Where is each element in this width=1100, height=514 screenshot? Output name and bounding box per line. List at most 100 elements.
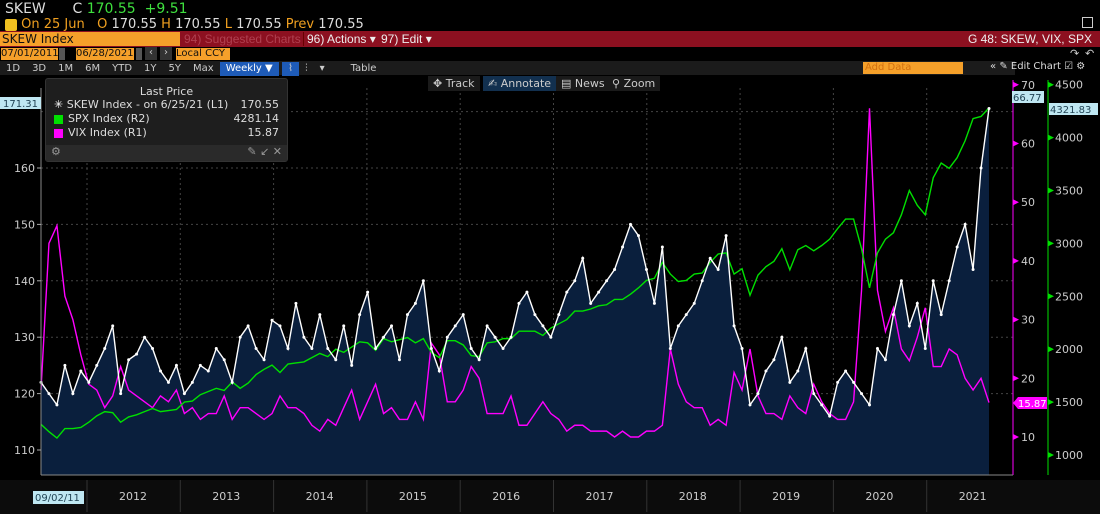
skew-point xyxy=(366,290,370,294)
suggested-charts-button[interactable]: 94) Suggested Charts xyxy=(184,32,301,46)
actions-button[interactable]: 96) Actions ▾ xyxy=(303,32,376,46)
x-tick-label: 2021 xyxy=(959,490,987,503)
pencil-icon: ✎ xyxy=(999,61,1008,72)
news-icon: ▤ xyxy=(561,77,572,90)
vix-tick-label: 50 xyxy=(1021,196,1035,209)
left-tick-label: 130 xyxy=(14,331,35,344)
skew-point xyxy=(652,301,656,305)
calendar-icon[interactable] xyxy=(136,48,142,60)
annotate-button[interactable]: ✍ Annotate xyxy=(483,76,557,91)
start-date-input[interactable]: 07/01/2011 xyxy=(1,48,59,60)
skew-point xyxy=(119,392,123,396)
close-icon[interactable]: ✕ xyxy=(272,145,282,158)
x-tick-label: 2020 xyxy=(865,490,893,503)
spx-tick-label: 2000 xyxy=(1055,343,1083,356)
skew-point xyxy=(509,335,513,339)
cursor-date-label: 09/02/11 xyxy=(35,493,80,504)
period-max[interactable]: Max xyxy=(193,63,214,74)
next-arrow-button[interactable]: › xyxy=(160,47,172,60)
end-date-input[interactable]: 06/28/2021 xyxy=(76,48,134,60)
track-button[interactable]: ✥ Track xyxy=(428,76,480,91)
checkbox-icon[interactable]: ☑ xyxy=(1064,61,1074,72)
security-field[interactable]: SKEW Index xyxy=(0,32,180,46)
skew-point xyxy=(238,335,242,339)
period-1y[interactable]: 1Y xyxy=(144,63,157,74)
edit-chart-label: Edit Chart xyxy=(1010,61,1061,72)
skew-point xyxy=(971,268,975,272)
period-5y[interactable]: 5Y xyxy=(168,63,182,74)
spx-tick xyxy=(1048,452,1054,458)
skew-point xyxy=(724,234,728,238)
skew-point xyxy=(541,324,545,328)
vix-max-label: 66.77 xyxy=(1013,93,1042,104)
skew-point xyxy=(907,324,911,328)
minimize-icon[interactable]: ↙ xyxy=(260,145,270,158)
zoom-button[interactable]: ⚲ Zoom xyxy=(607,76,661,91)
period-3d[interactable]: 3D xyxy=(32,63,47,74)
edit-button[interactable]: 97) Edit ▾ xyxy=(381,32,432,46)
vix-line xyxy=(40,108,990,438)
currency-select[interactable]: Local CCY xyxy=(176,48,230,60)
spx-tick xyxy=(1048,240,1054,247)
skew-point xyxy=(621,245,625,249)
line-chart-icon[interactable]: ⌇ xyxy=(282,62,300,76)
frequency-select[interactable]: Weekly ▼ xyxy=(219,62,279,76)
calendar-icon[interactable] xyxy=(59,48,65,60)
bar-chart-icon[interactable]: ⫶ xyxy=(305,63,308,74)
skew-point xyxy=(182,392,186,396)
x-tick-label: 2014 xyxy=(306,490,334,503)
gear-icon[interactable]: ⚙ xyxy=(1076,61,1086,72)
cursor-date-badge xyxy=(33,491,84,504)
table-button[interactable]: Table xyxy=(350,63,377,74)
skew-point xyxy=(629,222,633,226)
skew-point xyxy=(214,346,218,350)
period-1m[interactable]: 1M xyxy=(58,63,74,74)
high-label: H xyxy=(161,17,171,32)
period-6m[interactable]: 6M xyxy=(85,63,101,74)
low: 170.55 xyxy=(236,17,282,32)
open: 170.55 xyxy=(111,17,158,32)
skew-last-badge xyxy=(0,97,41,109)
skew-point xyxy=(222,358,226,362)
skew-point xyxy=(716,268,720,272)
annotate-icon: ✍ xyxy=(488,77,498,90)
skew-point xyxy=(206,369,210,373)
skew-point xyxy=(493,335,497,339)
undo-icon[interactable]: ↶ xyxy=(1085,47,1095,60)
news-button[interactable]: ▤ News xyxy=(556,76,610,91)
vix-tick xyxy=(1013,199,1019,206)
spx-tick-label: 4500 xyxy=(1055,79,1083,92)
skew-point xyxy=(820,403,824,407)
add-data-input[interactable]: Add Data xyxy=(863,62,963,74)
skew-point xyxy=(326,346,330,350)
collapse-icon[interactable]: « xyxy=(990,61,997,72)
period-1d[interactable]: 1D xyxy=(6,63,21,74)
chart-type-dropdown[interactable]: ▾ xyxy=(319,63,325,74)
pin-icon[interactable]: ✎ xyxy=(247,145,257,158)
edit-chart-button[interactable]: « ✎ Edit Chart ☑ ⚙ xyxy=(990,61,1085,72)
skew-point xyxy=(660,245,664,249)
vix-tick-label: 20 xyxy=(1021,372,1035,385)
x-tick-label: 2013 xyxy=(212,490,240,503)
redo-icon[interactable]: ↷ xyxy=(1070,47,1080,60)
actions-label: 96) Actions xyxy=(307,32,367,46)
skew-point xyxy=(899,279,903,283)
skew-point xyxy=(748,403,752,407)
spx-tick xyxy=(1048,134,1054,141)
ohlc-line: On 25 Jun O 170.55 H 170.55 L 170.55 Pre… xyxy=(5,17,364,32)
skew-point xyxy=(445,335,449,339)
skew-point xyxy=(533,313,537,317)
legend-panel[interactable]: Last Price ✳ SKEW Index - on 6/25/21 (L1… xyxy=(45,78,288,162)
high: 170.55 xyxy=(175,17,221,32)
skew-point xyxy=(230,380,234,384)
window-popout-icon[interactable] xyxy=(1082,17,1093,28)
legend-settings-icon[interactable]: ⚙ xyxy=(51,145,61,158)
on-date: On 25 Jun xyxy=(21,17,85,32)
skew-point xyxy=(294,301,298,305)
prev-arrow-button[interactable]: ‹ xyxy=(145,47,157,60)
spx-tick xyxy=(1048,187,1054,194)
period-ytd[interactable]: YTD xyxy=(112,63,133,74)
skew-point xyxy=(477,358,481,362)
magenta-swatch-icon xyxy=(54,128,63,138)
